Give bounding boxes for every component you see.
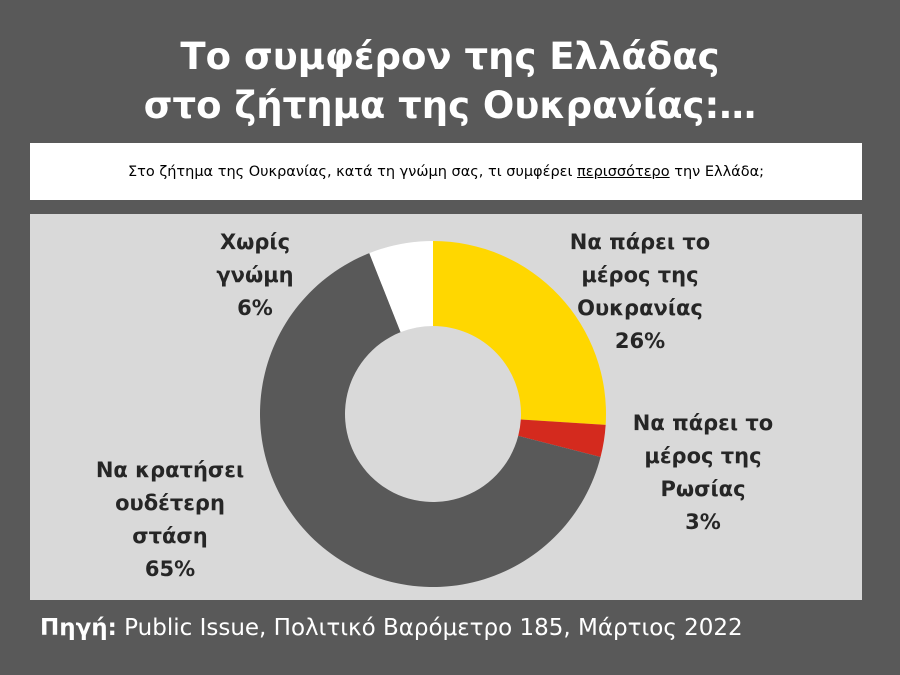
slice-label-neutral-line-2: ουδέτερη [115,491,225,515]
slice-label-russia-line-1: Να πάρει το [632,411,774,435]
slice-value-russia: 3% [685,510,721,534]
slice-value-ukraine: 26% [614,329,666,353]
question-box: Στο ζήτημα της Ουκρανίας, κατά τη γνώμη … [30,143,862,200]
source-label: Πηγή: [40,615,117,641]
slice-label-ukraine-line-3: Ουκρανίας [577,296,703,320]
donut-chart [259,241,606,587]
slice-label-neutral: Να κρατήσει ουδέτερη στάση 65% [85,454,255,586]
page-title: Το συμφέρον της Ελλάδας στο ζήτημα της Ο… [0,32,900,130]
title-line-2: στο ζήτημα της Ουκρανίας:… [143,84,757,127]
chart-panel: Να πάρει το μέρος της Ουκρανίας 26% Να π… [30,214,862,600]
slice-label-neutral-line-1: Να κρατήσει [95,458,245,482]
source-text: Public Issue, Πολιτικό Βαρόμετρο 185, Μά… [116,615,743,641]
question-text-start: Στο ζήτημα της Ουκρανίας, κατά τη γνώμη … [127,163,578,180]
slice-label-ukraine: Να πάρει το μέρος της Ουκρανίας 26% [560,226,720,358]
slice-label-no-opinion-line-2: γνώμη [216,263,294,287]
slice-russia [518,419,606,458]
slice-no-opinion [369,241,433,333]
slice-label-russia-line-2: μέρος της [644,444,762,468]
slice-label-ukraine-line-2: μέρος της [581,263,699,287]
slice-label-russia: Να πάρει το μέρος της Ρωσίας 3% [618,407,788,539]
question-text-emphasis: περισσότερο [577,163,670,180]
slice-label-neutral-line-3: στάση [132,524,208,548]
title-line-1: Το συμφέρον της Ελλάδας [180,35,720,78]
slice-label-no-opinion-line-1: Χωρίς [219,230,291,254]
slice-label-russia-line-3: Ρωσίας [660,477,746,501]
question-text-end: την Ελλάδα; [669,163,765,180]
slice-ukraine [433,241,606,425]
source-note: Πηγή: Public Issue, Πολιτικό Βαρόμετρο 1… [40,615,743,641]
slice-neutral [259,253,601,587]
slice-value-neutral: 65% [144,557,196,581]
slice-label-ukraine-line-1: Να πάρει το [569,230,711,254]
slice-value-no-opinion: 6% [237,296,273,320]
slice-label-no-opinion: Χωρίς γνώμη 6% [205,226,305,325]
